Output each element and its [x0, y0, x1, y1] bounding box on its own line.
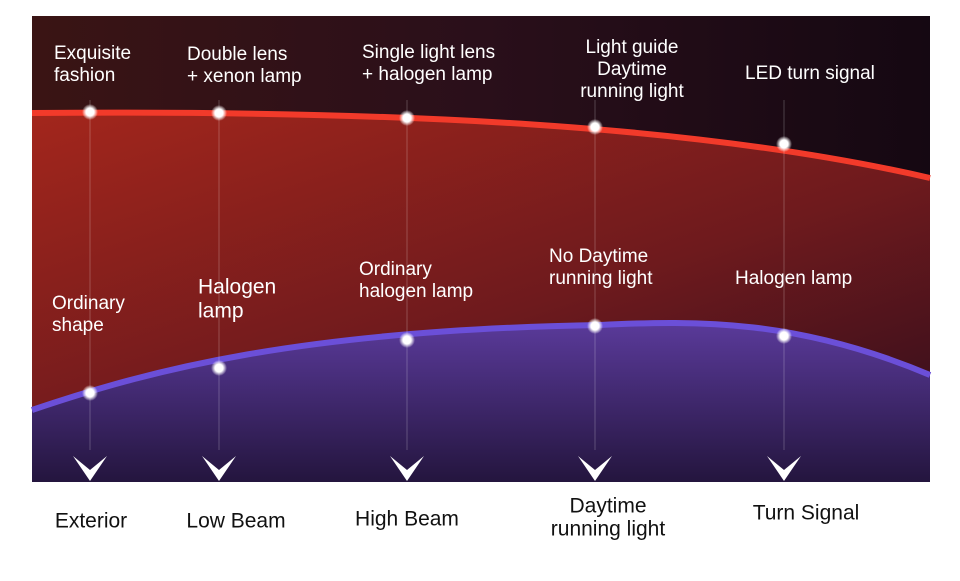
glow-dot: [82, 104, 98, 120]
feature-label: halogen lamp: [359, 281, 473, 302]
feature-label: No Daytime: [549, 246, 648, 267]
feature-label: Double lens: [187, 44, 287, 65]
ordinary-area: [32, 322, 930, 482]
arrow: [73, 456, 107, 481]
category-label: Turn Signal: [753, 502, 860, 525]
feature-label: + xenon lamp: [187, 66, 302, 87]
glow-dot: [399, 110, 415, 126]
glow-dot: [82, 385, 98, 401]
feature-label: Ordinary: [359, 259, 432, 280]
glow-dot: [776, 136, 792, 152]
feature-label: shape: [52, 315, 104, 336]
feature-label: Halogen: [198, 276, 276, 299]
feature-label: Single light lens: [362, 42, 495, 63]
feature-label: running light: [549, 268, 653, 289]
feature-label: Ordinary: [52, 293, 125, 314]
feature-label: fashion: [54, 65, 115, 86]
category-label: running light: [551, 518, 666, 541]
glow-dot: [399, 332, 415, 348]
feature-label: lamp: [198, 300, 244, 323]
feature-label: Daytime: [597, 59, 667, 80]
feature-label: Halogen lamp: [735, 268, 852, 289]
category-label: Low Beam: [186, 510, 285, 533]
premium-curve: [31, 109, 931, 181]
arrow: [578, 456, 612, 481]
glow-dot: [776, 328, 792, 344]
ordinary-curve: [31, 319, 932, 413]
arrow: [390, 456, 424, 481]
feature-label: + halogen lamp: [362, 64, 492, 85]
category-label: Daytime: [569, 495, 646, 518]
feature-label: running light: [580, 81, 684, 102]
category-label: Exterior: [55, 510, 127, 533]
glow-dot: [211, 105, 227, 121]
glow-dot: [211, 360, 227, 376]
arrow: [767, 456, 801, 481]
glow-dot: [587, 119, 603, 135]
category-label: High Beam: [355, 508, 459, 531]
feature-label: LED turn signal: [745, 63, 875, 84]
feature-label: Light guide: [586, 37, 679, 58]
premium-area: [32, 112, 930, 410]
feature-label: Exquisite: [54, 43, 131, 64]
glow-dot: [587, 318, 603, 334]
arrow: [202, 456, 236, 481]
